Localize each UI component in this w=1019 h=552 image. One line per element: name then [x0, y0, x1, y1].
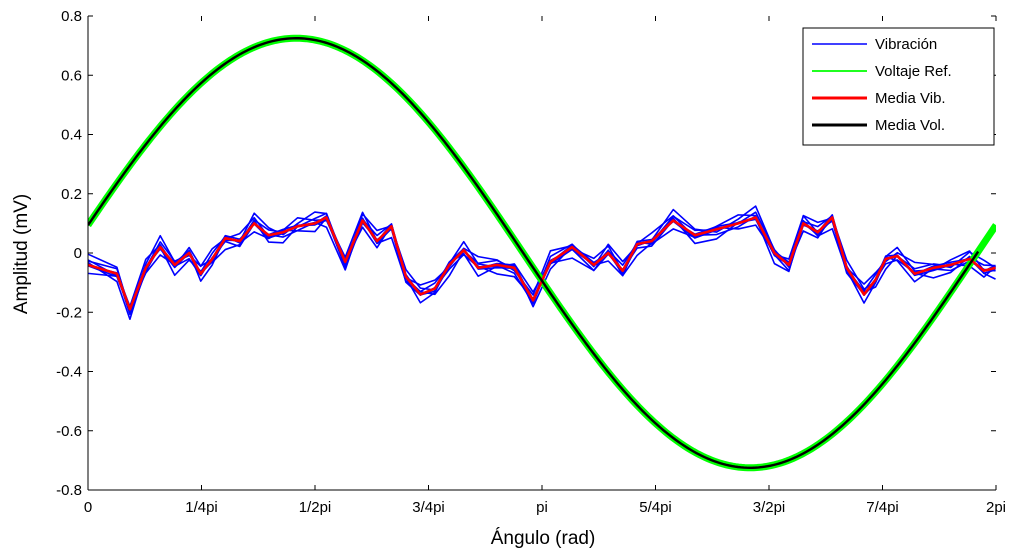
- legend-label: Media Vol.: [875, 117, 945, 134]
- y-tick-label: -0.6: [56, 423, 82, 440]
- y-tick-label: 0.2: [61, 186, 82, 203]
- x-axis-title: Ángulo (rad): [491, 528, 596, 549]
- legend-item: Voltaje Ref.: [812, 63, 952, 80]
- legend-item: Vibración: [812, 36, 937, 53]
- series-media-vib-: [88, 216, 996, 311]
- series-line: [88, 37, 980, 469]
- x-tick-label: 3/4pi: [412, 499, 445, 516]
- legend-label: Vibración: [875, 36, 937, 53]
- x-tick-label: 3/2pi: [753, 499, 786, 516]
- y-tick-label: 0.6: [61, 67, 82, 84]
- legend-item: Media Vib.: [812, 90, 946, 107]
- x-tick-label: pi: [536, 499, 548, 516]
- series-line: [88, 216, 996, 311]
- y-tick-label: -0.4: [56, 364, 82, 381]
- ticks: 0 1/4pi 1/2pi 3/4pi pi 5/4pi 3/2pi 7/4pi 2pi 0.8 0…: [56, 8, 1006, 516]
- x-tick-label: 1/4pi: [185, 499, 218, 516]
- x-tick-label: 5/4pi: [639, 499, 672, 516]
- x-tick-label: 0: [84, 499, 92, 516]
- y-tick-label: 0.4: [61, 127, 82, 144]
- x-tick-label: 7/4pi: [866, 499, 899, 516]
- vibration-trace: [88, 211, 996, 308]
- legend: Vibración Voltaje Ref. Media Vib. Media Vol…: [802, 27, 995, 146]
- y-tick-label: -0.8: [56, 482, 82, 499]
- legend-item: Media Vol.: [812, 117, 945, 134]
- y-tick-label: -0.2: [56, 304, 82, 321]
- x-tick-label: 2pi: [986, 499, 1006, 516]
- series-media-vol-: [88, 37, 980, 469]
- legend-label: Media Vib.: [875, 90, 946, 107]
- y-axis-title: Amplitud (mV): [11, 194, 32, 314]
- y-tick-label: 0.8: [61, 8, 82, 25]
- y-tick-label: 0: [74, 245, 82, 262]
- legend-label: Voltaje Ref.: [875, 63, 952, 80]
- x-tick-label: 1/2pi: [299, 499, 332, 516]
